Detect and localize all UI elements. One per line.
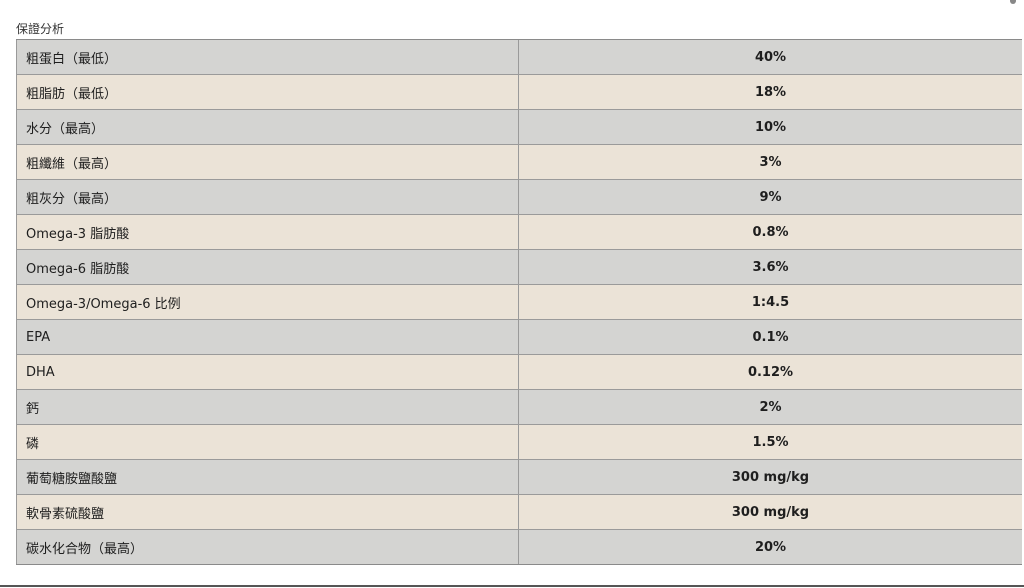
row-label: 粗灰分（最高） xyxy=(16,180,519,214)
row-value: 300 mg/kg xyxy=(731,469,810,485)
row-label: 鈣 xyxy=(16,390,519,424)
table-row: 水分（最高） 10% xyxy=(16,110,1022,145)
table-row: Omega-3/Omega-6 比例 1:4.5 xyxy=(16,285,1022,320)
row-label: Omega-3/Omega-6 比例 xyxy=(16,285,519,319)
row-label: 粗脂肪（最低） xyxy=(16,75,519,109)
table-row: Omega-6 脂肪酸 3.6% xyxy=(16,250,1022,285)
row-value: 2% xyxy=(759,399,782,415)
row-label: 葡萄糖胺鹽酸鹽 xyxy=(16,460,519,494)
row-value: 0.1% xyxy=(752,329,789,345)
corner-dot xyxy=(1010,0,1016,4)
table-row: 粗蛋白（最低） 40% xyxy=(16,40,1022,75)
table-row: 粗灰分（最高） 9% xyxy=(16,180,1022,215)
row-label: 軟骨素硫酸鹽 xyxy=(16,495,519,529)
row-value: 3.6% xyxy=(752,259,789,275)
table-row: 葡萄糖胺鹽酸鹽 300 mg/kg xyxy=(16,460,1022,495)
guaranteed-analysis-table: 粗蛋白（最低） 40% 粗脂肪（最低） 18% 水分（最高） 10% 粗纖維（最… xyxy=(16,39,1022,565)
row-value: 1:4.5 xyxy=(751,294,790,310)
row-label: 水分（最高） xyxy=(16,110,519,144)
row-label: 粗纖維（最高） xyxy=(16,145,519,179)
row-value: 0.12% xyxy=(747,364,794,380)
row-value: 10% xyxy=(754,119,787,135)
table-row: 磷 1.5% xyxy=(16,425,1022,460)
row-value: 40% xyxy=(754,49,787,65)
row-value: 9% xyxy=(759,189,782,205)
row-label: Omega-3 脂肪酸 xyxy=(16,215,519,249)
table-row: EPA 0.1% xyxy=(16,320,1022,355)
table-row: 粗纖維（最高） 3% xyxy=(16,145,1022,180)
row-value: 1.5% xyxy=(752,434,789,450)
row-value: 0.8% xyxy=(752,224,789,240)
table-row: DHA 0.12% xyxy=(16,355,1022,390)
row-value: 3% xyxy=(759,154,782,170)
row-label: 碳水化合物（最高） xyxy=(16,530,519,564)
row-label: EPA xyxy=(16,320,519,354)
row-label: Omega-6 脂肪酸 xyxy=(16,250,519,284)
row-label: DHA xyxy=(16,355,519,389)
row-value: 18% xyxy=(754,84,787,100)
table-row: 軟骨素硫酸鹽 300 mg/kg xyxy=(16,495,1022,530)
row-value: 300 mg/kg xyxy=(731,504,810,520)
row-value: 20% xyxy=(754,539,787,555)
row-label: 粗蛋白（最低） xyxy=(16,40,519,74)
table-row: 碳水化合物（最高） 20% xyxy=(16,530,1022,564)
table-row: Omega-3 脂肪酸 0.8% xyxy=(16,215,1022,250)
table-row: 粗脂肪（最低） 18% xyxy=(16,75,1022,110)
table-caption: 保證分析 xyxy=(16,22,65,36)
table-row: 鈣 2% xyxy=(16,390,1022,425)
row-label: 磷 xyxy=(16,425,519,459)
bottom-divider xyxy=(0,585,1024,587)
